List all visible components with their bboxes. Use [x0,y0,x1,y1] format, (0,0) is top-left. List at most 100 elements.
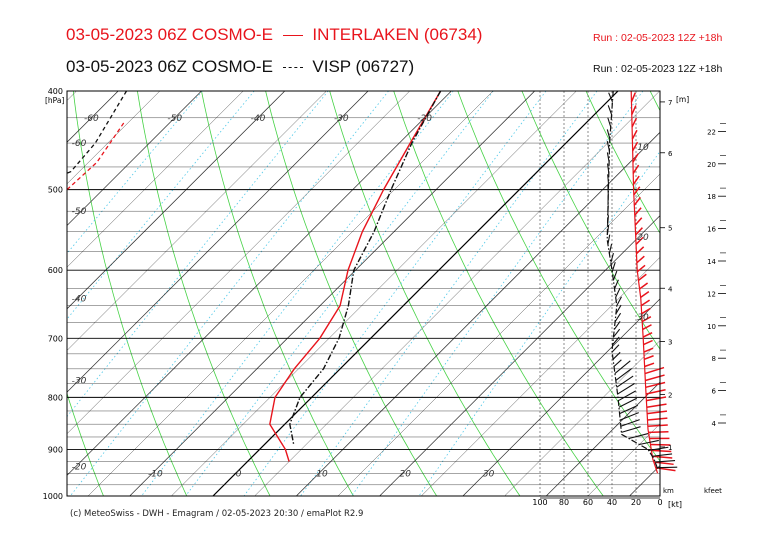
wind-barb-visp [616,375,634,388]
grid-lines [0,91,660,496]
kfeet-label: 16 [707,226,716,234]
wind-barb-interlaken [640,299,650,307]
wind-barb-interlaken [631,141,639,152]
wind-barb-visp [617,383,635,395]
isotherm [67,91,77,101]
wind-barb-interlaken [631,129,638,140]
dry-adiabat-label: -30 [72,376,87,386]
dewpoint-curve-interlaken [67,122,125,191]
wind-barb-interlaken [643,339,653,346]
wind-speed-curve-visp [606,90,659,469]
temperature-label: 20 [400,469,412,479]
isotherm [67,91,161,185]
isotherm [67,91,286,310]
temperature-label: -20 [417,114,432,124]
isotherm [67,91,369,393]
wind-barb-visp [612,270,618,281]
wind-barb-visp [606,224,610,236]
temperature-curve-interlaken [269,91,442,462]
wind-barb-visp [607,174,610,185]
isotherm [254,91,660,496]
wind-barb-visp [619,412,639,421]
title-1-model: 03-05-2023 06Z COSMO-E [66,25,273,44]
wind-axis-unit: [kt] [668,500,682,509]
wind-barb-interlaken [636,264,646,273]
wind-barb-interlaken [631,117,638,128]
kfeet-label: 12 [707,290,716,298]
height-axis-label: 7 [668,99,672,107]
temperature-label: -10 [148,469,163,479]
height-axis-label: 3 [668,338,672,346]
wind-barb-visp [628,433,649,440]
temperature-label: 10 [316,469,328,479]
wind-barb-interlaken [632,175,640,185]
wind-barb-interlaken [645,389,666,395]
wind-barb-visp [655,460,676,463]
isotherm-zero [212,91,619,496]
wind-barb-interlaken [652,455,673,459]
isotherm [129,91,535,496]
kfeet-label: 8 [712,355,716,363]
dry-adiabat-label: -60 [72,139,87,149]
title-interlaken: 03-05-2023 06Z COSMO-E INTERLAKEN (06734… [66,25,482,45]
wind-barb-visp [614,360,631,374]
wind-barb-interlaken [630,92,636,103]
wind-barb-visp [613,279,619,290]
wind-barb-interlaken [631,105,637,115]
wind-barb-visp [618,390,637,402]
isotherm [379,215,660,496]
kfeet-label: 14 [707,258,716,266]
wind-barb-visp [616,296,622,306]
y-axis-tick: 800 [48,393,63,402]
isotherm [545,381,660,496]
dry-adiabat [72,91,188,496]
isotherm [337,173,660,496]
mixing-ratio-line [243,91,547,496]
temperature-label: -30 [334,114,349,124]
wind-barb-interlaken [645,381,666,389]
run-label-2: Run : 02-05-2023 12Z +18h [593,63,723,75]
height-axis-label: 4 [668,285,673,293]
wind-barb-interlaken [636,255,645,264]
wind-barb-visp [615,288,621,298]
wind-barb-visp [606,140,610,151]
legend-line-interlaken [282,35,303,37]
wind-barb-visp [606,152,610,163]
isotherm [67,91,119,143]
isotherm [462,298,660,496]
wind-barb-visp [608,92,613,103]
height-axis-km-label: km [663,487,674,495]
wind-barb-interlaken [633,186,641,196]
y-axis-tick: 600 [48,266,63,275]
y-axis-tick: 1000 [43,492,63,501]
isotherm [421,256,660,496]
mixing-ratio-line [141,91,454,496]
wind-barb-interlaken [646,403,667,408]
wind-barb-visp [607,117,612,128]
profile-curves [67,91,442,462]
wind-barb-visp [613,320,621,330]
y-axis-tick: 400 [48,87,63,96]
wind-barb-interlaken [641,307,651,315]
temperature-label: 0 [236,469,242,479]
wind-barb-visp [613,359,622,367]
temperature-label: -60 [84,114,99,124]
wind-barb-visp [621,426,641,433]
wind-profile-label: 30 [637,313,649,323]
wind-barb-interlaken [647,424,668,427]
wind-barb-visp [612,351,621,360]
dry-adiabat [0,91,20,496]
wind-barb-visp [615,368,633,381]
kfeet-axis-label: kfeet [704,487,722,495]
kfeet-label: 10 [707,323,716,331]
kfeet-label: 18 [707,193,716,201]
kfeet-label: 4 [712,420,717,428]
wind-axis-tick: 100 [532,498,547,507]
wind-barb-interlaken [637,273,647,282]
dry-adiabat-label: -50 [72,207,87,217]
run-label-1: Run : 02-05-2023 12Z +18h [593,32,723,44]
wind-barb-interlaken [632,153,639,163]
isotherm [67,91,202,227]
wind-barb-visp [612,336,620,345]
